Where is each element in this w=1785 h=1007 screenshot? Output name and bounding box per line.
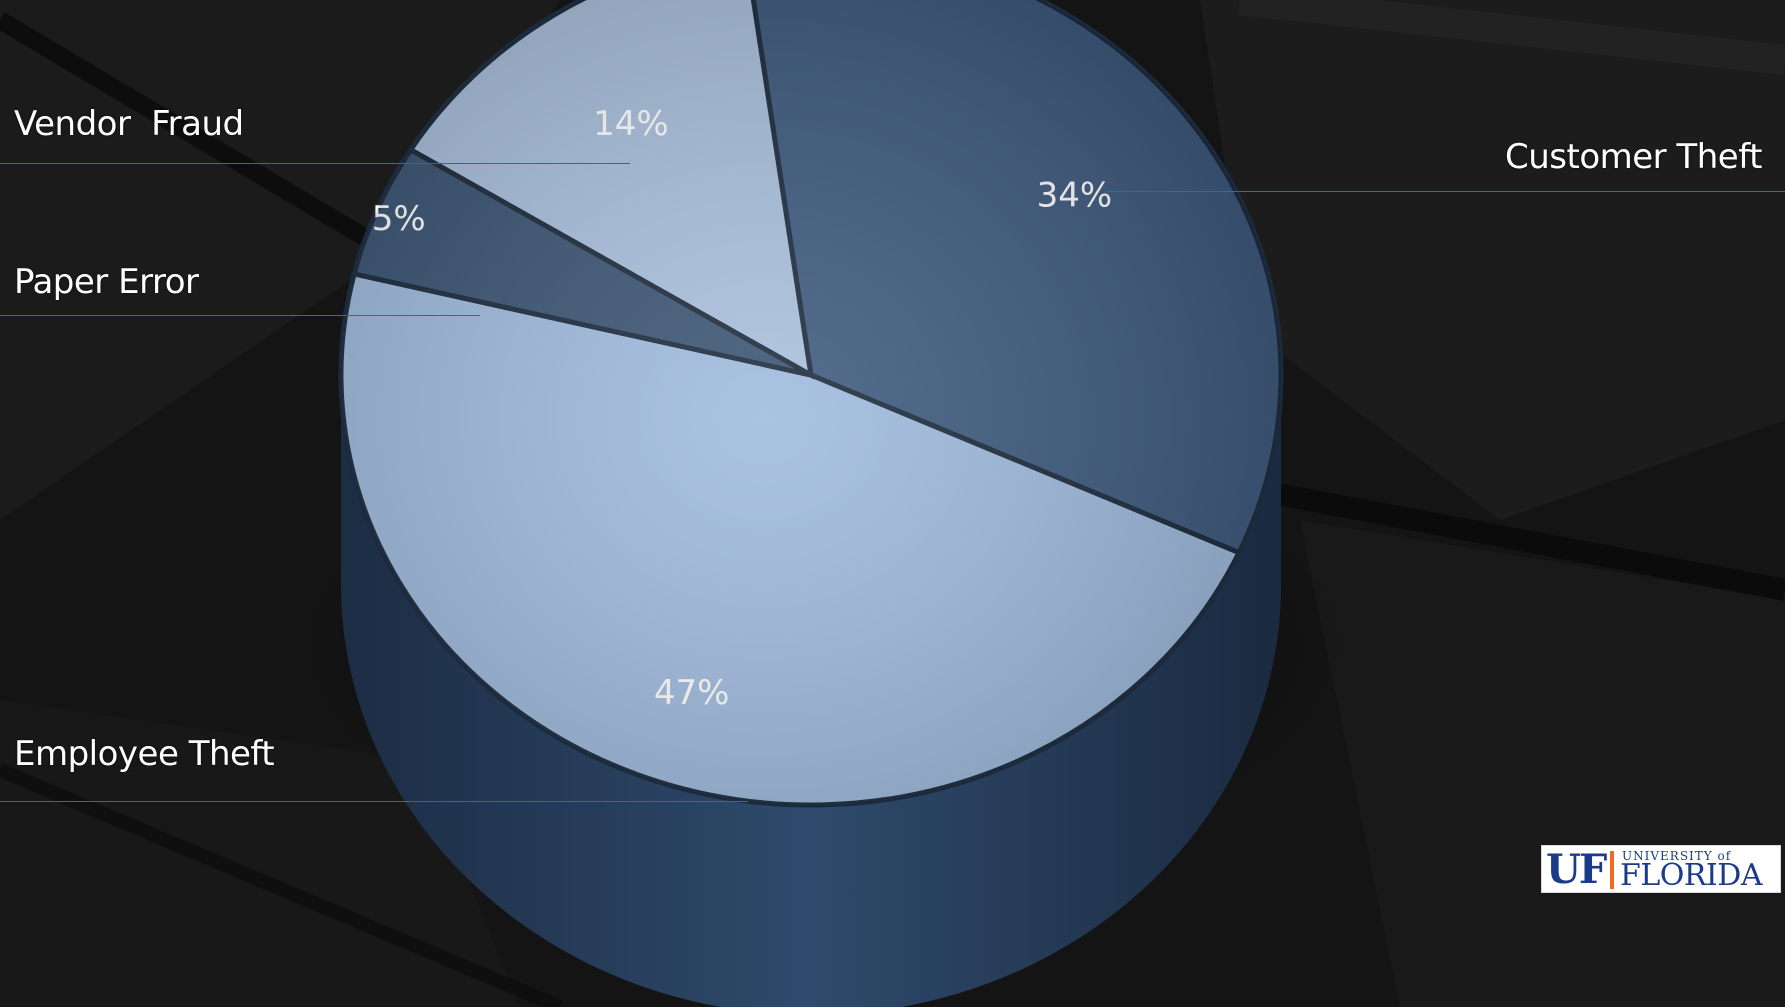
university-of-florida-logo: UF UNIVERSITY of FLORIDA [1541, 845, 1781, 893]
logo-university-of-text: UNIVERSITY of [1622, 849, 1732, 863]
logo-uf-text: UF [1546, 846, 1607, 893]
label-vendor-fraud: Vendor Fraud [14, 104, 244, 144]
logo-florida-text: FLORIDA [1620, 858, 1763, 893]
leader-vendor-fraud [0, 163, 630, 164]
label-customer-theft: Customer Theft [1505, 137, 1762, 177]
pie-group: 34%47%5%14% [291, 0, 1351, 1007]
pie-lighting-overlay [341, 0, 1281, 805]
label-paper-error: Paper Error [14, 262, 199, 302]
leader-customer-theft [1105, 191, 1785, 192]
leader-paper-error [0, 315, 480, 316]
label-employee-theft: Employee Theft [14, 734, 275, 774]
leader-employee-theft [0, 801, 748, 802]
logo-divider [1610, 851, 1614, 889]
